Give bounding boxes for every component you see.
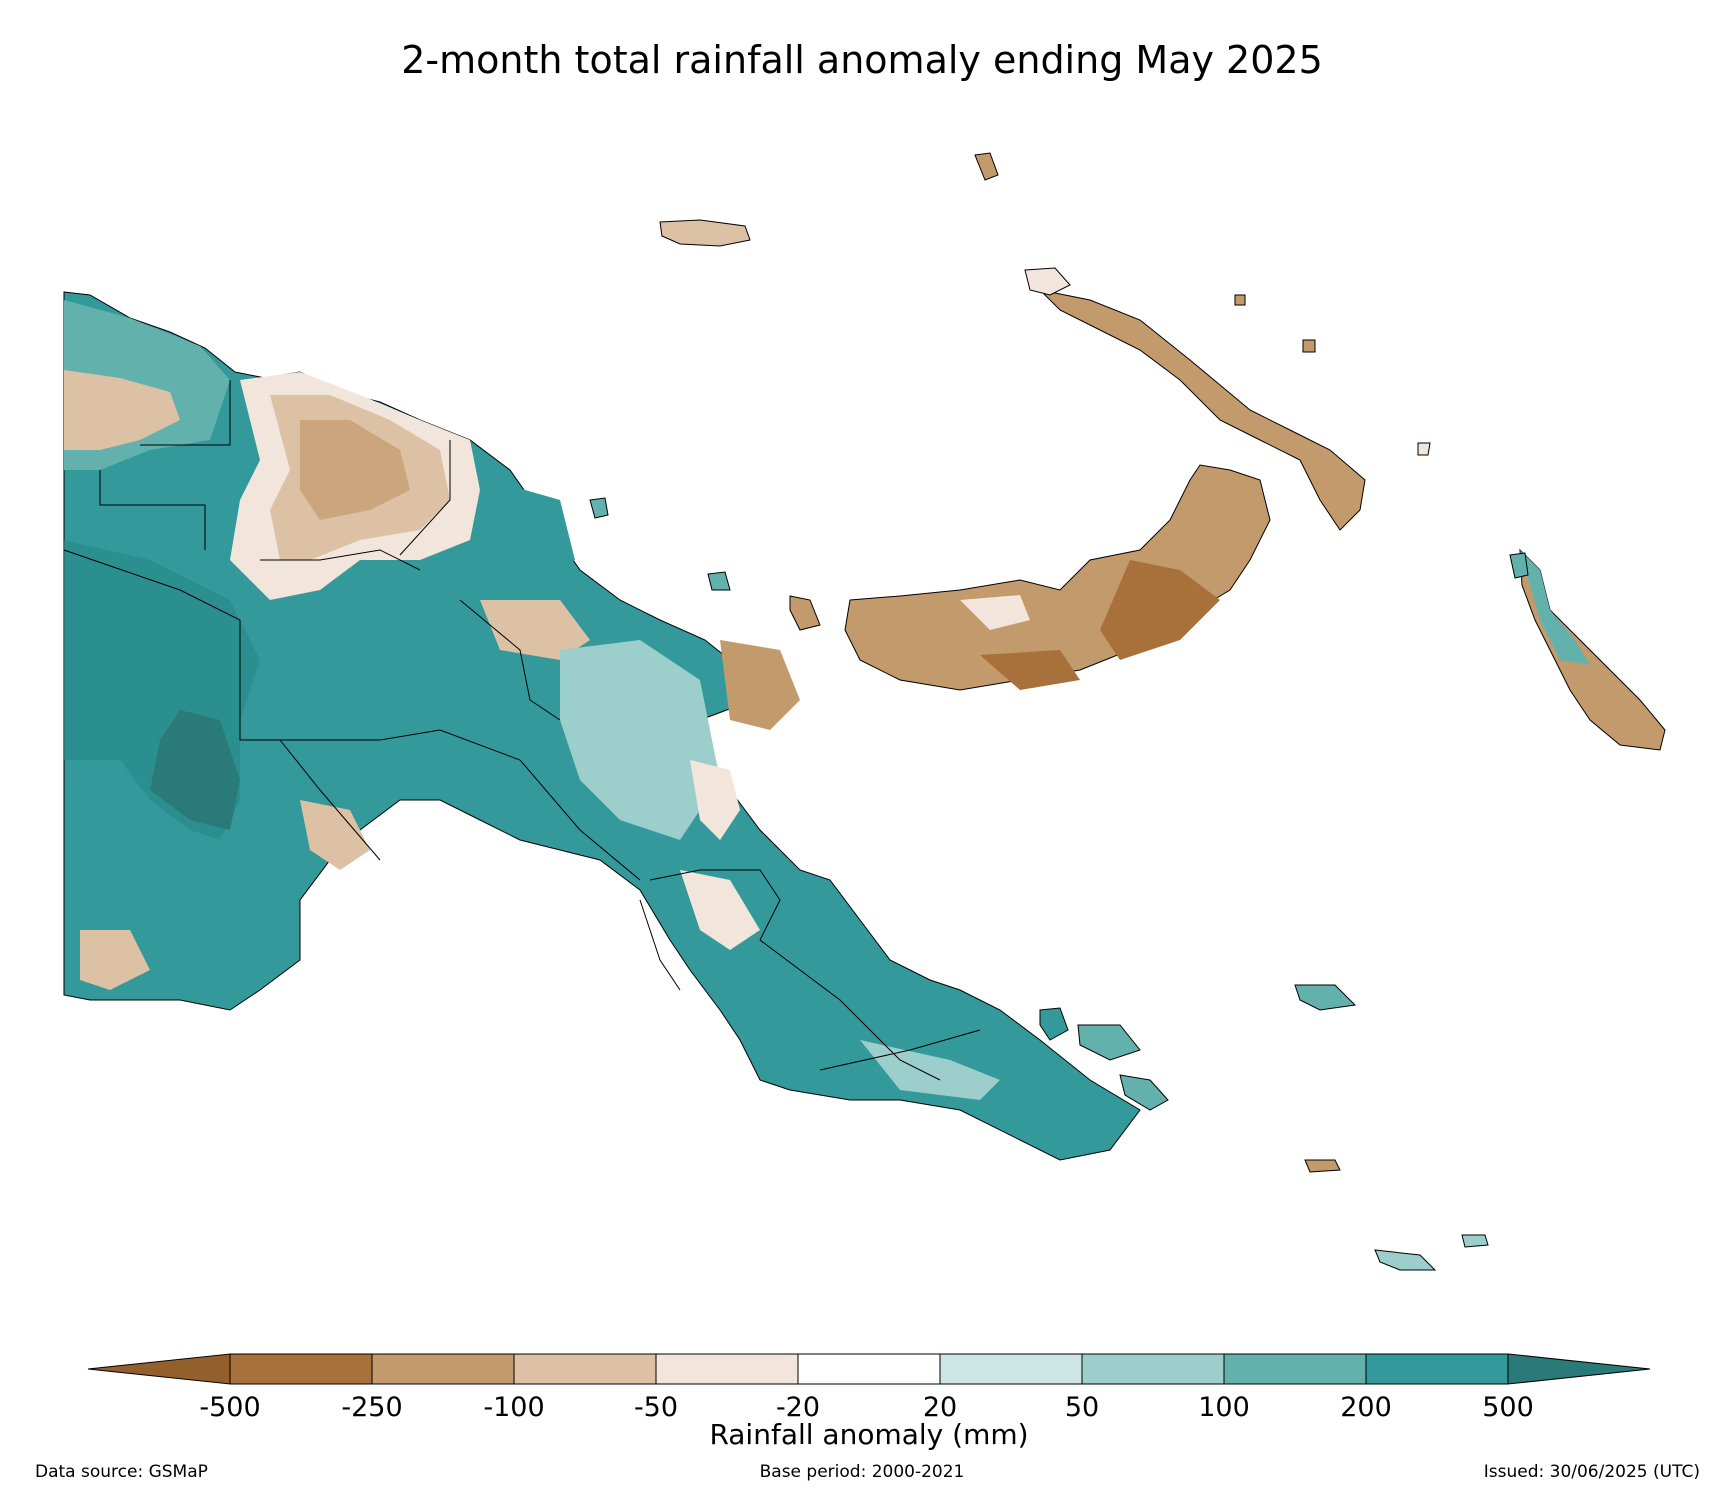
new-britain-light (960, 595, 1030, 630)
colorbar-bin-6 (1081, 1353, 1225, 1385)
colorbar-bin-5 (939, 1353, 1083, 1385)
new-britain-south (980, 650, 1080, 690)
colorbar-tick-3: -50 (634, 1392, 678, 1423)
colorbar-bin-1 (371, 1353, 515, 1385)
new-britain-core (1100, 560, 1220, 660)
colorbar-tick-6: 50 (1065, 1392, 1099, 1423)
new-hanover (1024, 267, 1071, 296)
fergusson-island (1077, 1024, 1141, 1061)
normanby-island (1119, 1074, 1169, 1111)
rainfall-anomaly-map (63, 152, 1666, 1271)
madang-teal (480, 480, 575, 580)
new-ireland (1038, 289, 1366, 531)
madang-dry (480, 600, 590, 660)
colorbar-extend-high (1507, 1353, 1651, 1385)
colorbar-title: Rainfall anomaly (mm) (709, 1418, 1028, 1451)
lae-coast-white (690, 760, 740, 840)
lihir-island (1302, 339, 1316, 353)
central-province-dry (680, 870, 760, 950)
tagula-island (1461, 1234, 1489, 1248)
manus (659, 219, 751, 247)
colorbar-tick-2: -100 (483, 1392, 544, 1423)
data-source-note: Data source: GSMaP (35, 1462, 208, 1482)
goodenough-island (1039, 1007, 1069, 1041)
colorbar-tick-1: -250 (341, 1392, 402, 1423)
west-peak-anomaly (150, 710, 240, 830)
feni-island (1417, 442, 1431, 456)
colorbar-tick-5: 20 (923, 1392, 957, 1423)
gulf-dry (300, 800, 370, 870)
map-title: 2-month total rainfall anomaly ending Ma… (401, 38, 1323, 82)
colorbar-tick-0: -500 (199, 1392, 260, 1423)
province-boundaries (63, 380, 981, 1081)
north-west-dry (64, 370, 180, 450)
emirau-island (1234, 294, 1246, 306)
umboi-island (789, 595, 821, 631)
trobriand-island (1294, 984, 1357, 1011)
markham-dry (720, 640, 800, 730)
karkar-island (589, 497, 609, 519)
new-britain (844, 464, 1271, 691)
colorbar-bin-8 (1365, 1353, 1509, 1385)
south-west-dry (80, 930, 150, 990)
colorbar-tick-9: 500 (1482, 1392, 1534, 1423)
colorbar-bin-4 (797, 1353, 941, 1385)
mussau (974, 152, 999, 181)
long-island (707, 571, 731, 591)
colorbar-bin-3 (655, 1353, 799, 1385)
colorbar-tick-4: -20 (776, 1392, 820, 1423)
rossel-island (1374, 1249, 1437, 1271)
colorbar-bin-0 (229, 1353, 373, 1385)
bougainville-north (1520, 550, 1590, 665)
colorbar-tick-8: 200 (1340, 1392, 1392, 1423)
colorbar-bin-7 (1223, 1353, 1367, 1385)
bougainville (1519, 548, 1666, 751)
base-period-note: Base period: 2000-2021 (759, 1462, 965, 1482)
central-light-teal (560, 640, 720, 840)
sepik-dry-core (300, 420, 410, 520)
colorbar-tick-7: 100 (1198, 1392, 1250, 1423)
colorbar-bin-2 (513, 1353, 657, 1385)
woodlark-island (1304, 1159, 1341, 1173)
colorbar-extend-low (87, 1353, 231, 1385)
buka (1509, 552, 1529, 579)
issued-date-note: Issued: 30/06/2025 (UTC) (1483, 1462, 1700, 1482)
